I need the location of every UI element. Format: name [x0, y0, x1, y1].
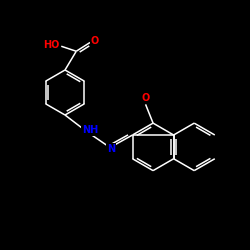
Text: N: N	[107, 144, 115, 154]
Text: O: O	[91, 36, 99, 46]
Text: HO: HO	[43, 40, 60, 50]
Text: O: O	[142, 93, 150, 103]
Text: NH: NH	[82, 125, 98, 135]
